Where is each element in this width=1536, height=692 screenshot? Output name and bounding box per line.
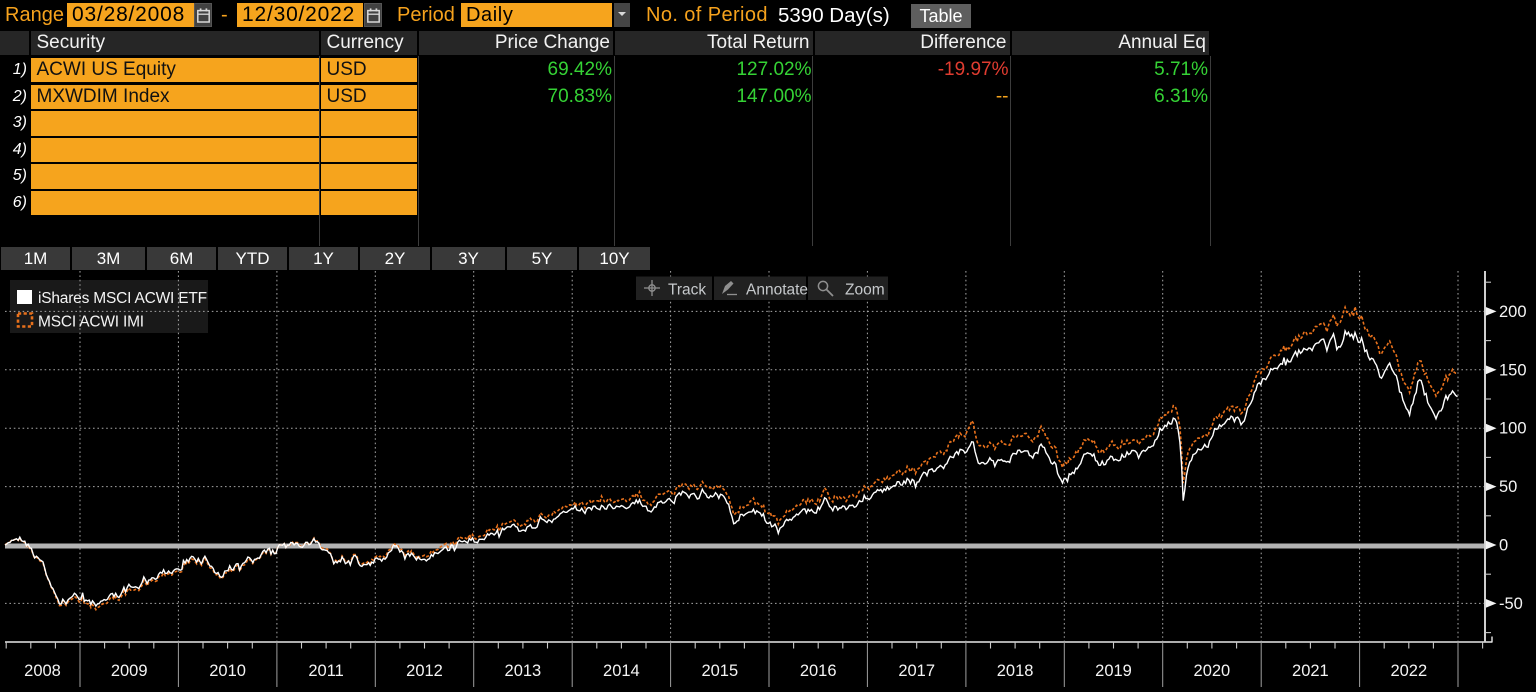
svg-text:2011: 2011 — [308, 662, 343, 680]
svg-text:2018: 2018 — [997, 662, 1034, 680]
svg-text:2016: 2016 — [800, 662, 837, 680]
svg-text:150: 150 — [1499, 361, 1527, 379]
svg-text:iShares MSCI ACWI ETF: iShares MSCI ACWI ETF — [38, 290, 207, 307]
svg-text:2019: 2019 — [1095, 662, 1132, 680]
svg-text:0: 0 — [1499, 537, 1508, 555]
svg-text:50: 50 — [1499, 478, 1517, 496]
svg-text:2010: 2010 — [209, 662, 246, 680]
svg-text:Track: Track — [668, 282, 706, 299]
svg-text:2022: 2022 — [1390, 662, 1427, 680]
svg-text:2009: 2009 — [111, 662, 148, 680]
svg-text:2013: 2013 — [505, 662, 542, 680]
svg-text:2012: 2012 — [406, 662, 443, 680]
svg-text:2008: 2008 — [24, 662, 61, 680]
svg-text:2014: 2014 — [603, 662, 640, 680]
svg-text:2020: 2020 — [1194, 662, 1231, 680]
svg-text:Zoom: Zoom — [845, 282, 885, 299]
svg-text:200: 200 — [1499, 303, 1527, 321]
svg-text:2017: 2017 — [898, 662, 935, 680]
svg-text:Annotate: Annotate — [746, 282, 808, 299]
svg-text:2015: 2015 — [701, 662, 738, 680]
svg-text:100: 100 — [1499, 420, 1527, 438]
svg-text:2021: 2021 — [1292, 662, 1329, 680]
svg-text:-50: -50 — [1499, 595, 1523, 613]
svg-text:MSCI ACWI IMI: MSCI ACWI IMI — [38, 314, 144, 331]
